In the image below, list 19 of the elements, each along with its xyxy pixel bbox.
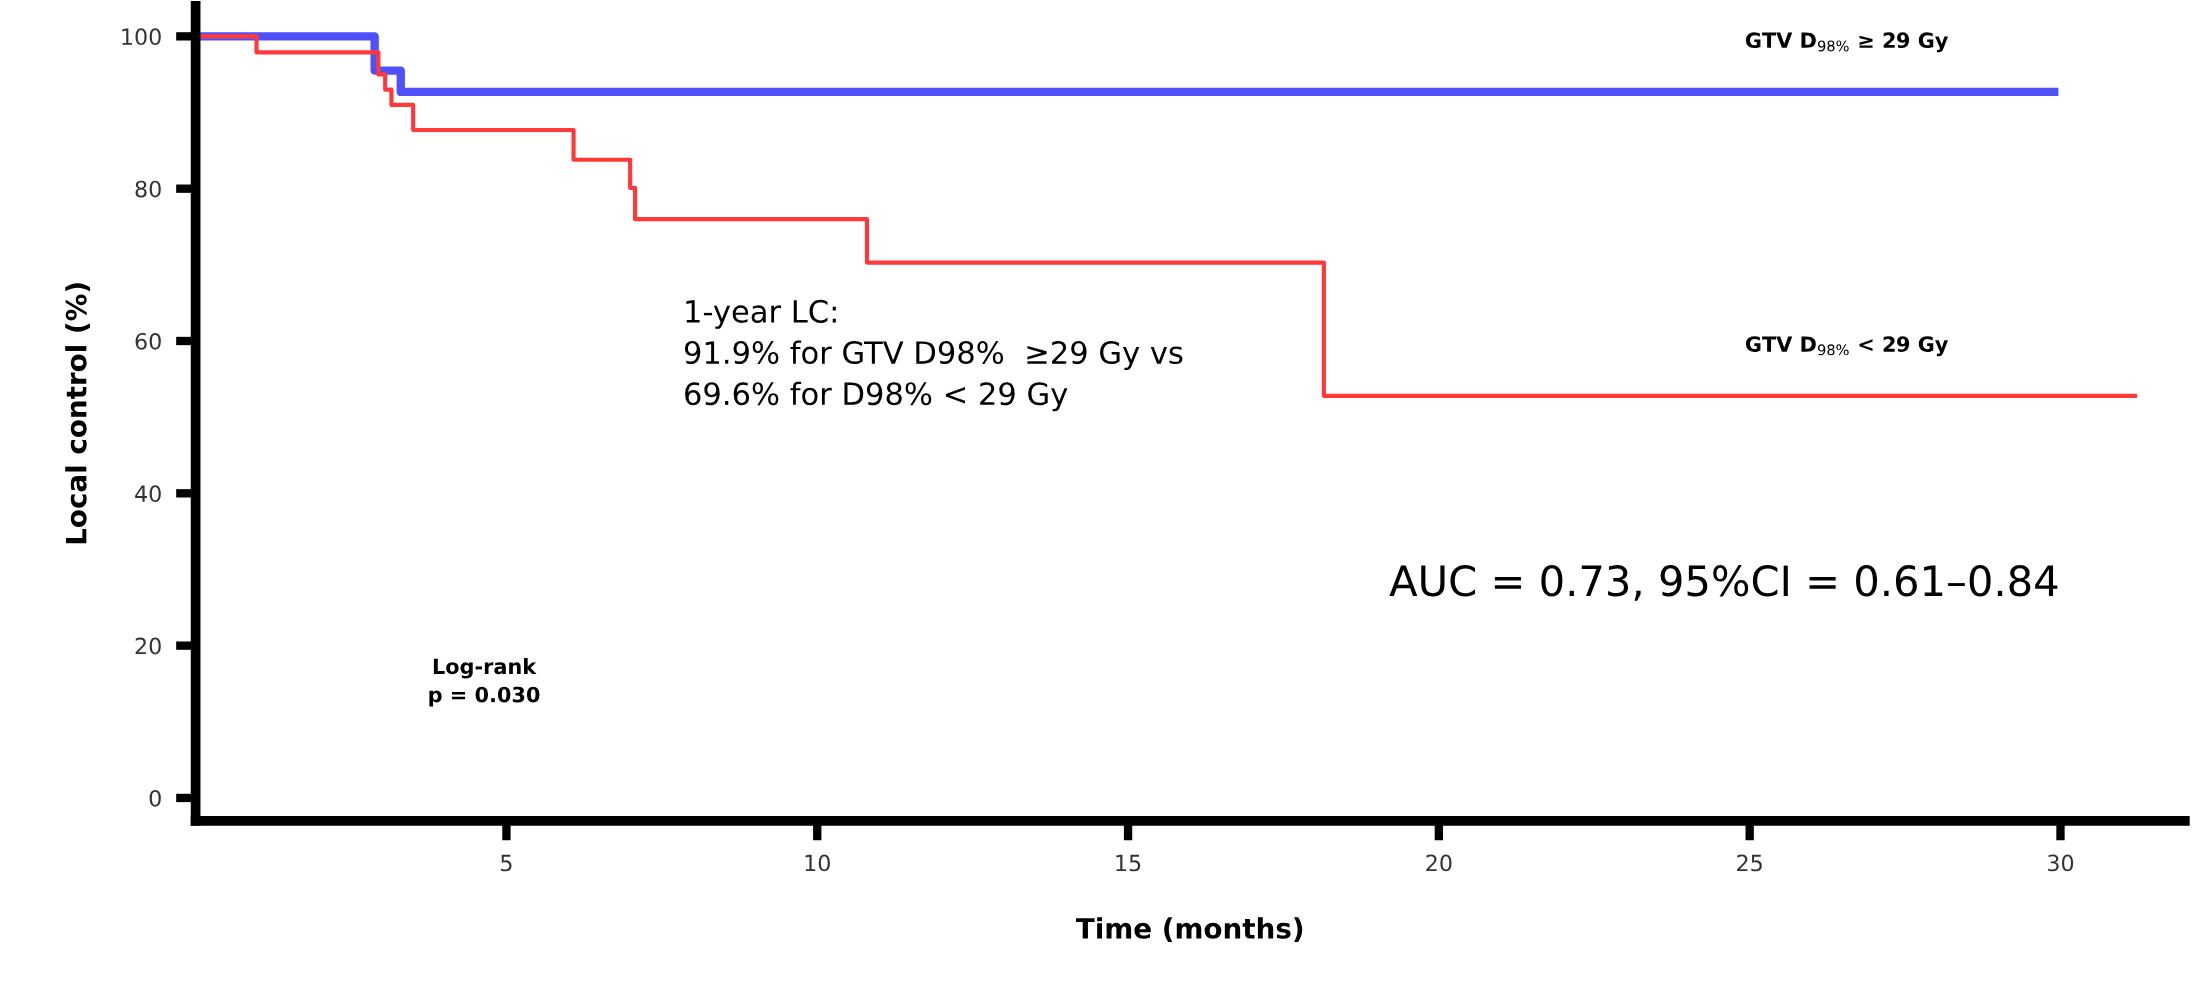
y-tick-label: 40 bbox=[135, 485, 161, 503]
x-axis-title: Time (months) bbox=[1076, 917, 1303, 943]
series-label: GTV D$_{98%}$ ≥ 29 Gy bbox=[1745, 32, 1949, 53]
annotation: Log-rank p = 0.030 bbox=[429, 658, 540, 707]
y-tick-label: 100 bbox=[122, 28, 161, 46]
y-tick-label: 80 bbox=[135, 180, 161, 198]
y-tick-label: 20 bbox=[135, 637, 161, 655]
y-axis-title: Local control (%) bbox=[65, 283, 90, 544]
series-label: GTV D$_{98%}$ < 29 Gy bbox=[1745, 336, 1949, 357]
x-tick-label: 5 bbox=[501, 854, 512, 872]
x-tick-label: 25 bbox=[1737, 854, 1762, 872]
annotation: 1-year LC: 91.9% for GTV D98% ≥29 Gy vs 69.6% for D98% < 29 Gy bbox=[684, 299, 1183, 412]
y-tick-label: 60 bbox=[135, 332, 161, 350]
annotation: AUC = 0.73, 95%CI = 0.61–0.84 bbox=[1389, 565, 2058, 601]
x-tick-label: 15 bbox=[1116, 854, 1141, 872]
x-tick-label: 10 bbox=[805, 854, 830, 872]
x-tick-label: 20 bbox=[1426, 854, 1452, 872]
y-tick-label: 0 bbox=[149, 789, 161, 807]
x-tick-label: 30 bbox=[2048, 854, 2074, 872]
